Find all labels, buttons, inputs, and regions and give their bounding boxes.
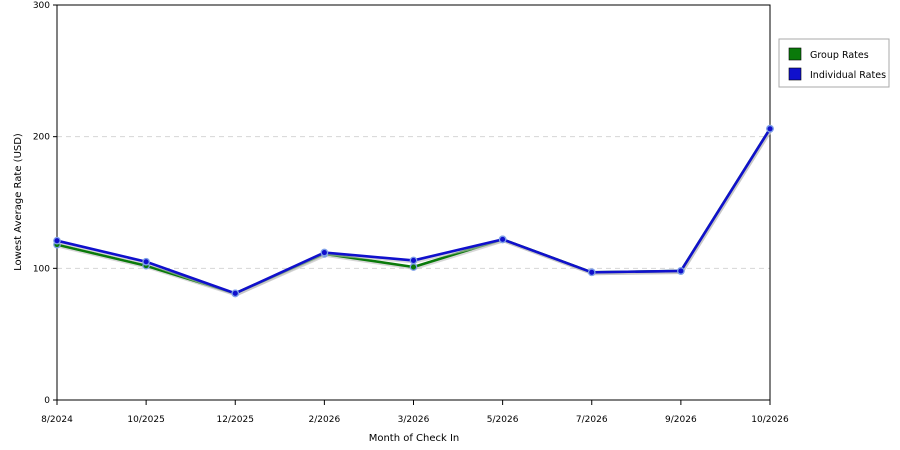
gridlines xyxy=(57,136,770,269)
x-tick-label: 7/2026 xyxy=(576,415,608,425)
x-tick-label: 12/2025 xyxy=(217,415,254,425)
x-tick-label: 9/2026 xyxy=(665,415,697,425)
y-tick-label: 200 xyxy=(33,133,50,143)
legend: Group Rates Individual Rates xyxy=(778,38,890,88)
y-tick-label: 300 xyxy=(33,1,50,11)
data-point xyxy=(498,235,507,244)
x-tick-label: 10/2025 xyxy=(127,415,164,425)
x-tick-label: 2/2026 xyxy=(309,415,341,425)
data-point xyxy=(53,236,61,245)
legend-label: Individual Rates xyxy=(810,70,886,81)
x-tick-label: 5/2026 xyxy=(487,415,519,425)
x-tick-label: 3/2026 xyxy=(398,415,430,425)
y-axis-title: Lowest Average Rate (USD) xyxy=(13,133,24,271)
y-tick-label: 100 xyxy=(33,264,50,274)
data-point xyxy=(587,268,596,277)
data-point xyxy=(677,267,685,275)
plot-area xyxy=(56,4,771,401)
data-point xyxy=(320,248,329,257)
legend-label: Group Rates xyxy=(810,50,869,61)
data-point xyxy=(231,289,240,298)
x-tick-label: 10/2026 xyxy=(751,415,789,425)
data-point xyxy=(766,124,774,133)
legend-swatch xyxy=(788,47,802,61)
data-point xyxy=(409,263,418,271)
x-tick-label: 8/2024 xyxy=(41,415,73,425)
data-point xyxy=(142,257,150,266)
x-axis-title: Month of Check In xyxy=(369,433,460,444)
legend-swatch xyxy=(788,67,802,81)
axis-ticks: 0 100 200 300 8/2024 10/2025 12/2025 2/2026 3/20… xyxy=(33,1,789,425)
data-point xyxy=(409,256,418,265)
y-tick-label: 0 xyxy=(44,396,50,406)
series-lines xyxy=(53,124,774,298)
